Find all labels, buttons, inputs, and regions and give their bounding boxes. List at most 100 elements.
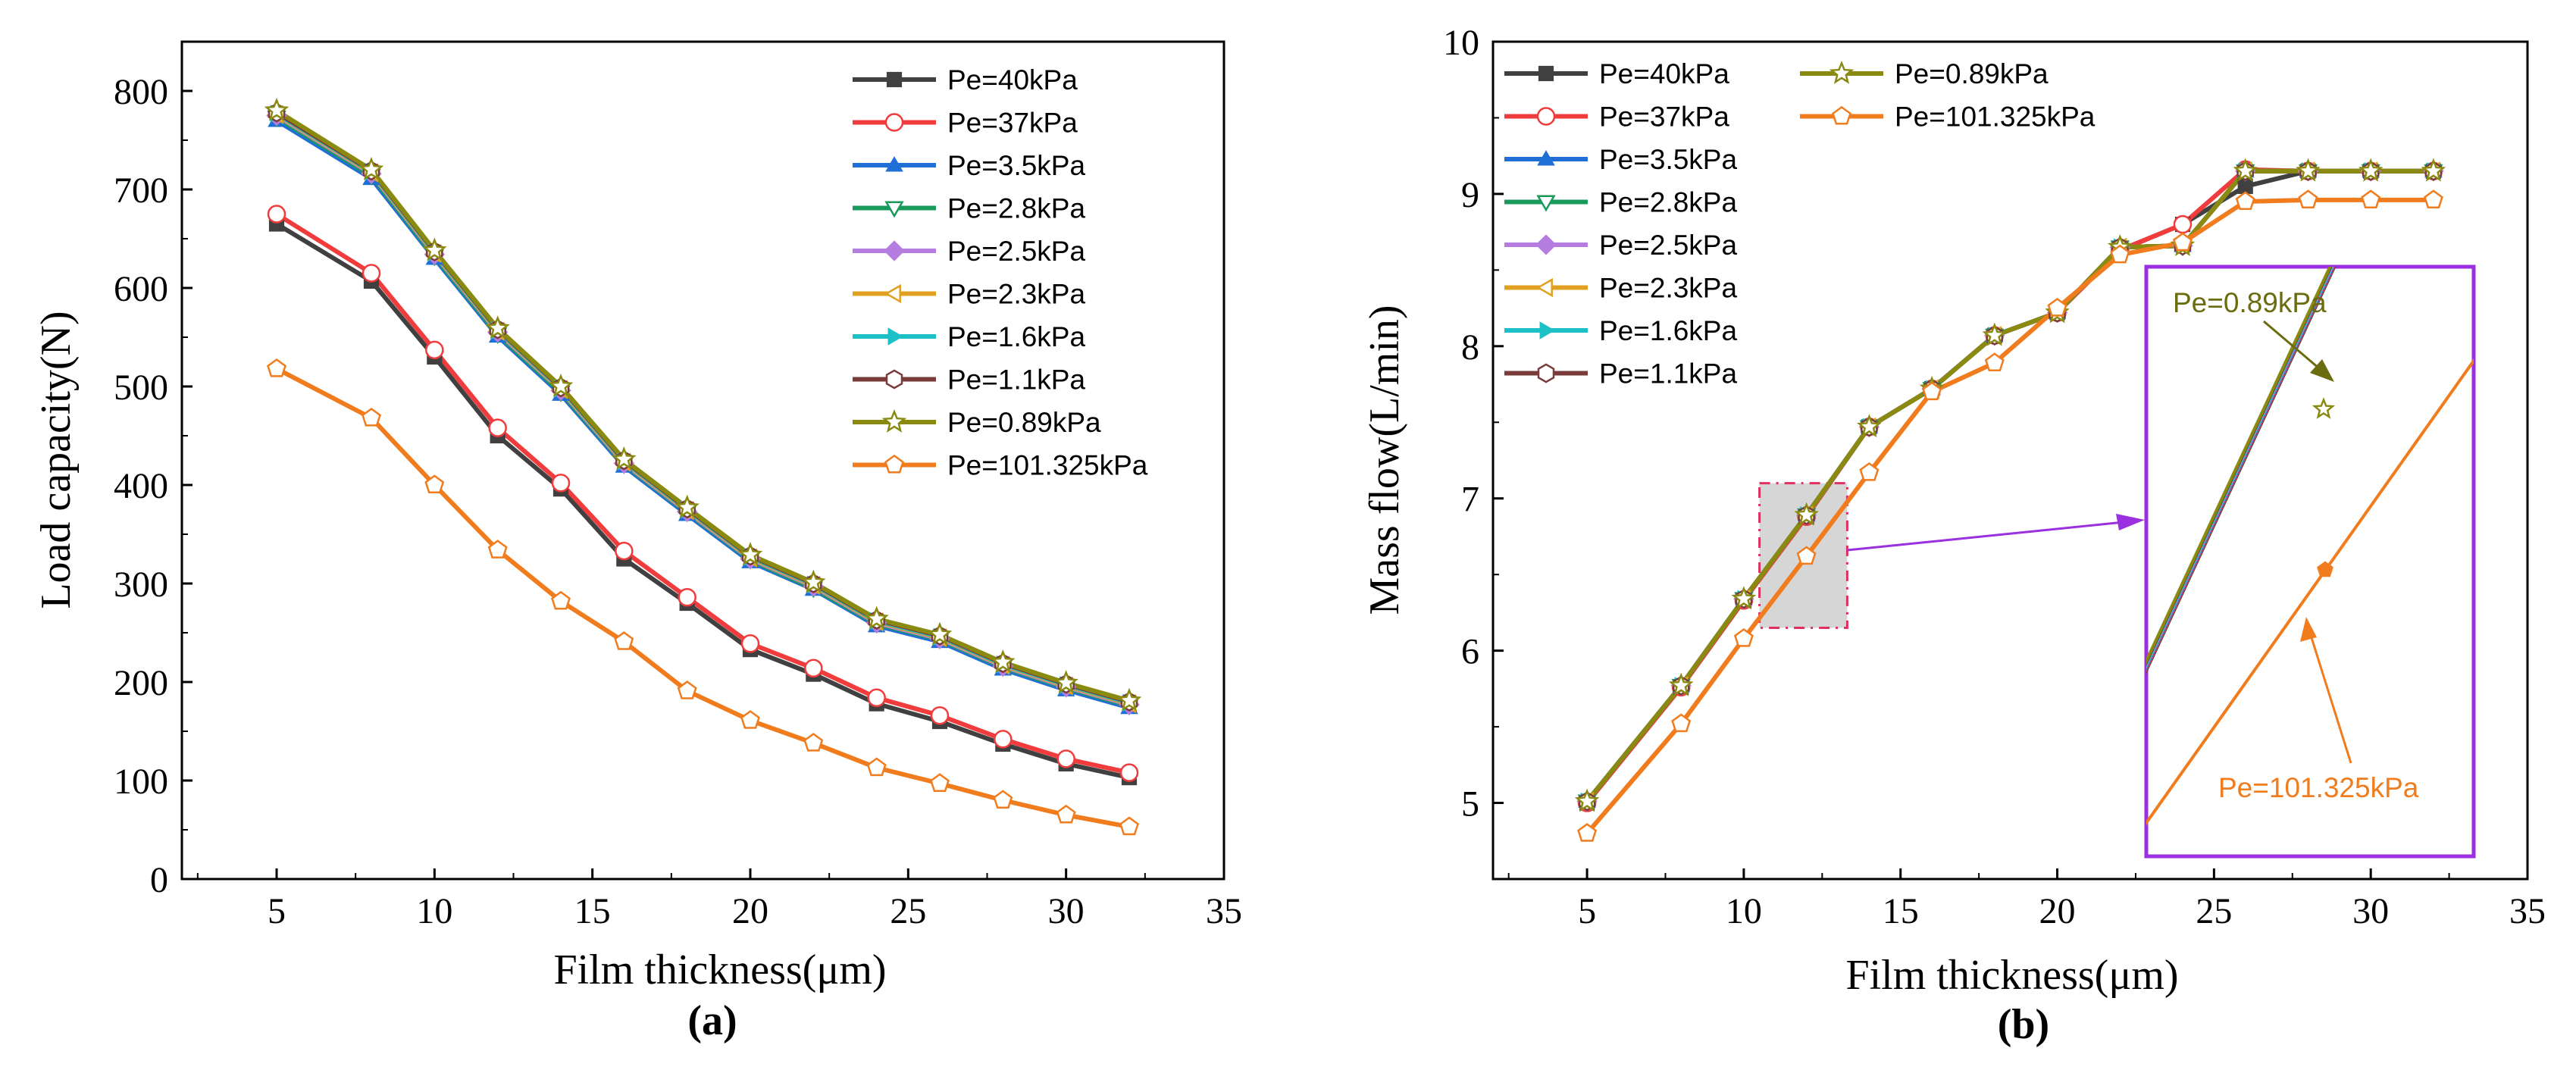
data-point — [485, 315, 510, 339]
legend-marker — [884, 113, 904, 132]
data-point — [488, 418, 507, 437]
data-point — [740, 710, 760, 729]
plot-frame-a — [180, 40, 1225, 881]
data-point — [615, 541, 634, 561]
data-point — [677, 680, 697, 699]
inset-frame — [2144, 264, 2476, 859]
y-tick-label: 200 — [114, 663, 168, 703]
legend-label: Pe=101.325kPa — [947, 450, 1148, 481]
data-point — [675, 494, 700, 518]
series-line-9 — [1585, 197, 2434, 835]
data-point — [930, 706, 950, 725]
y-tick-label: 6 — [1461, 632, 1479, 672]
data-point — [2173, 232, 2193, 252]
data-point — [2423, 189, 2443, 208]
x-tick-label: 35 — [2509, 891, 2546, 931]
data-point — [993, 790, 1013, 809]
inset-callout-arrowhead — [2310, 359, 2334, 382]
y-tick-label: 600 — [114, 269, 168, 309]
legend-label: Pe=2.8kPa — [1599, 187, 1737, 218]
legend-marker — [1539, 321, 1555, 339]
data-point — [1056, 804, 1076, 824]
x-axis-label-a: Film thickness(μm) — [553, 946, 886, 993]
x-tick-label: 5 — [1578, 891, 1596, 931]
y-tick-label: 400 — [114, 466, 168, 506]
x-tick-label: 5 — [268, 891, 286, 931]
data-point — [2358, 158, 2384, 182]
plot-frame-b — [1491, 40, 2529, 881]
y-tick-label: 0 — [150, 860, 168, 900]
legend-marker — [1536, 195, 1556, 212]
data-point — [1577, 823, 1598, 842]
legend-marker — [1536, 107, 1556, 126]
data-point — [1857, 414, 1882, 438]
x-tick-label: 10 — [416, 891, 452, 931]
data-point — [1731, 586, 1757, 610]
x-tick-label: 25 — [2196, 891, 2232, 931]
legend-marker — [1829, 60, 1855, 84]
data-point — [1574, 788, 1600, 812]
legend-label: Pe=101.325kPa — [1895, 102, 2096, 133]
data-point — [1053, 670, 1078, 694]
data-point — [422, 237, 447, 261]
data-point — [1794, 502, 1819, 526]
zoom-connector — [1847, 521, 2124, 552]
series-layer-a — [264, 97, 1142, 836]
legend-label: Pe=1.1kPa — [947, 364, 1085, 396]
data-point — [2361, 189, 2381, 208]
data-point — [803, 732, 824, 752]
x-tick-label: 30 — [1048, 891, 1085, 931]
inset-callout-arrowhead — [2300, 617, 2317, 642]
y-axis-label-b: Mass flow(L/min) — [1361, 305, 1408, 615]
data-point — [551, 590, 571, 610]
legend-marker — [1536, 277, 1553, 298]
series-line-1 — [275, 211, 1130, 775]
data-point — [804, 659, 823, 678]
series-line-8 — [1585, 168, 2434, 803]
inset-series-line — [2146, 358, 2474, 826]
legend-label: Pe=3.5kPa — [1599, 144, 1737, 175]
legend-marker — [887, 327, 903, 346]
axis-ticks-a: 5 10 15 20 25 30 35 0 100 200 300 400 500 600 700 800 — [114, 72, 1242, 931]
data-point — [267, 358, 286, 377]
y-tick-label: 800 — [114, 72, 168, 112]
data-point — [930, 773, 950, 792]
x-tick-label: 25 — [890, 891, 926, 931]
legend-marker — [1537, 363, 1555, 383]
legend-marker — [884, 454, 904, 474]
data-point — [1671, 713, 1692, 733]
series-line-9 — [275, 366, 1130, 830]
legend-label: Pe=40kPa — [1599, 58, 1729, 89]
data-point — [551, 474, 571, 493]
data-point — [614, 631, 634, 650]
data-point — [1668, 672, 1694, 696]
legend-marker — [885, 156, 903, 172]
data-point — [991, 649, 1016, 673]
x-axis-label-b: Film thickness(μm) — [1845, 952, 2178, 999]
inset-marker — [2312, 397, 2336, 419]
series-line-8 — [275, 108, 1130, 703]
data-point — [612, 446, 637, 471]
data-point — [548, 373, 574, 397]
y-tick-label: 7 — [1461, 480, 1479, 520]
data-point — [1984, 352, 2005, 371]
y-tick-label: 8 — [1461, 327, 1479, 368]
data-point — [1982, 322, 2008, 346]
inset-series-line — [2146, 267, 2332, 665]
data-point — [2296, 158, 2321, 182]
x-tick-label: 15 — [574, 891, 611, 931]
legend-marker — [884, 240, 905, 261]
y-tick-label: 9 — [1461, 175, 1479, 215]
data-point — [867, 688, 886, 708]
y-tick-label: 500 — [114, 368, 168, 408]
data-point — [264, 97, 290, 121]
data-point — [801, 569, 826, 593]
legend-marker — [884, 283, 901, 304]
data-point — [866, 757, 887, 777]
inset-marker — [2317, 561, 2333, 577]
legend-marker — [1535, 234, 1557, 255]
data-point — [2110, 244, 2130, 264]
panel-label-a: (a) — [687, 997, 737, 1044]
data-point — [1796, 546, 1817, 565]
